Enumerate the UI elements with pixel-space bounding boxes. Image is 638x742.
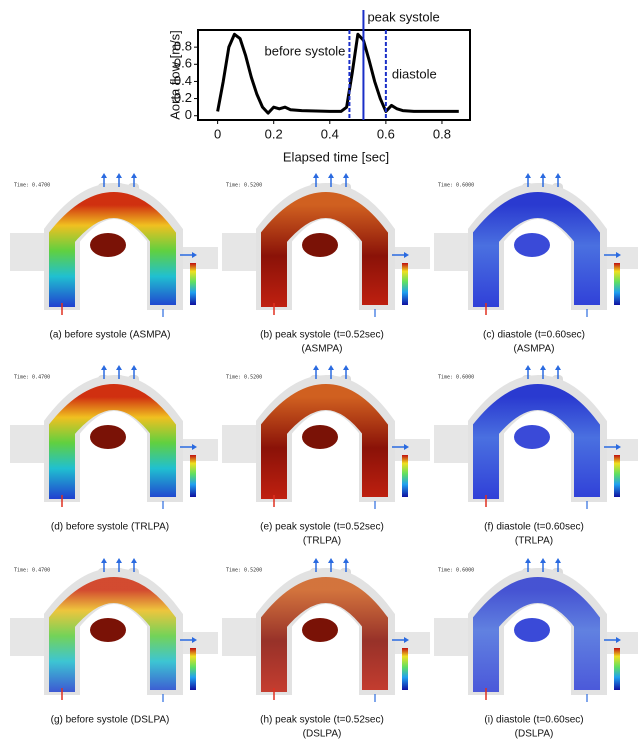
caption: (i) diastole (t=0.60sec) bbox=[484, 715, 583, 726]
caption: (TRLPA) bbox=[515, 536, 553, 547]
simulation-image bbox=[434, 173, 638, 317]
arrow-head bbox=[131, 365, 137, 370]
colorbar bbox=[614, 455, 620, 497]
arrow-head bbox=[555, 173, 561, 178]
arrow-head bbox=[540, 365, 546, 370]
time-label: Time: 0.5200 bbox=[226, 568, 262, 574]
colorbar bbox=[614, 648, 620, 690]
caption: (c) diastole (t=0.60sec) bbox=[483, 330, 585, 341]
arrow-head bbox=[525, 173, 531, 178]
pa-flow bbox=[514, 233, 550, 257]
caption: (ASMPA) bbox=[302, 344, 343, 355]
y-tick-label: 0.8 bbox=[174, 39, 192, 54]
colorbar bbox=[190, 455, 196, 497]
colorbar bbox=[402, 263, 408, 305]
arrow-head bbox=[525, 558, 531, 563]
marker-label: peak systole bbox=[367, 9, 439, 24]
caption: (DSLPA) bbox=[515, 729, 554, 740]
caption: (h) peak systole (t=0.52sec) bbox=[260, 715, 384, 726]
figure: Elapsed time [sec] Aorta flow [m/s] 00.2… bbox=[0, 0, 638, 742]
pa-flow bbox=[302, 618, 338, 642]
pa-flow bbox=[514, 425, 550, 449]
time-label: Time: 0.6000 bbox=[438, 568, 474, 574]
marker-label: before systole bbox=[264, 43, 345, 58]
arrow-head bbox=[328, 558, 334, 563]
arrow-head bbox=[540, 173, 546, 178]
caption: (g) before systole (DSLPA) bbox=[51, 715, 170, 726]
time-label: Time: 0.5200 bbox=[226, 183, 262, 189]
arrow-head bbox=[540, 558, 546, 563]
arrow-head bbox=[101, 365, 107, 370]
arrow-head bbox=[343, 365, 349, 370]
colorbar bbox=[402, 455, 408, 497]
simulation-image bbox=[10, 558, 218, 702]
caption: (e) peak systole (t=0.52sec) bbox=[260, 522, 384, 533]
arrow-head bbox=[343, 173, 349, 178]
x-tick-label: 0.8 bbox=[433, 126, 451, 141]
simulation-image bbox=[434, 365, 638, 509]
arrow-head bbox=[131, 173, 137, 178]
caption: (d) before systole (TRLPA) bbox=[51, 522, 169, 533]
caption: (DSLPA) bbox=[303, 729, 342, 740]
arrow-head bbox=[328, 173, 334, 178]
simulation-image bbox=[222, 558, 430, 702]
pa-flow bbox=[90, 233, 126, 257]
y-tick-label: 0.6 bbox=[174, 56, 192, 71]
colorbar bbox=[402, 648, 408, 690]
arrow-head bbox=[131, 558, 137, 563]
arrow-head bbox=[328, 365, 334, 370]
y-tick-label: 0.2 bbox=[174, 90, 192, 105]
colorbar bbox=[614, 263, 620, 305]
time-label: Time: 0.6000 bbox=[438, 375, 474, 381]
x-tick-label: 0.6 bbox=[377, 126, 395, 141]
pa-flow bbox=[302, 233, 338, 257]
pa-flow bbox=[302, 425, 338, 449]
caption: (f) diastole (t=0.60sec) bbox=[484, 522, 584, 533]
time-label: Time: 0.6000 bbox=[438, 183, 474, 189]
simulation-image bbox=[10, 365, 218, 509]
caption: (ASMPA) bbox=[514, 344, 555, 355]
x-tick-label: 0 bbox=[214, 126, 221, 141]
colorbar bbox=[190, 263, 196, 305]
y-tick-label: 0 bbox=[185, 107, 192, 122]
pa-flow bbox=[514, 618, 550, 642]
arrow-head bbox=[116, 365, 122, 370]
arrow-head bbox=[343, 558, 349, 563]
caption: (b) peak systole (t=0.52sec) bbox=[260, 330, 384, 341]
time-label: Time: 0.4700 bbox=[14, 375, 50, 381]
arrow-head bbox=[101, 173, 107, 178]
arrow-head bbox=[525, 365, 531, 370]
caption: (a) before systole (ASMPA) bbox=[50, 330, 171, 341]
time-label: Time: 0.5200 bbox=[226, 375, 262, 381]
pa-flow bbox=[90, 425, 126, 449]
x-tick-label: 0.2 bbox=[265, 126, 283, 141]
arrow-head bbox=[116, 173, 122, 178]
arrow-head bbox=[555, 365, 561, 370]
arrow-head bbox=[101, 558, 107, 563]
arrow-head bbox=[313, 558, 319, 563]
colorbar bbox=[190, 648, 196, 690]
y-tick-label: 0.4 bbox=[174, 73, 192, 88]
pa-flow bbox=[90, 618, 126, 642]
marker-label: diastole bbox=[392, 66, 437, 81]
caption: (TRLPA) bbox=[303, 536, 341, 547]
simulation-image bbox=[222, 173, 430, 317]
simulation-image bbox=[10, 173, 218, 317]
arrow-head bbox=[116, 558, 122, 563]
arrow-head bbox=[555, 558, 561, 563]
time-label: Time: 0.4700 bbox=[14, 568, 50, 574]
simulation-image bbox=[222, 365, 430, 509]
time-label: Time: 0.4700 bbox=[14, 183, 50, 189]
x-axis-label: Elapsed time [sec] bbox=[283, 149, 389, 164]
arrow-head bbox=[313, 365, 319, 370]
x-tick-label: 0.4 bbox=[321, 126, 339, 141]
simulation-image bbox=[434, 558, 638, 702]
arrow-head bbox=[313, 173, 319, 178]
